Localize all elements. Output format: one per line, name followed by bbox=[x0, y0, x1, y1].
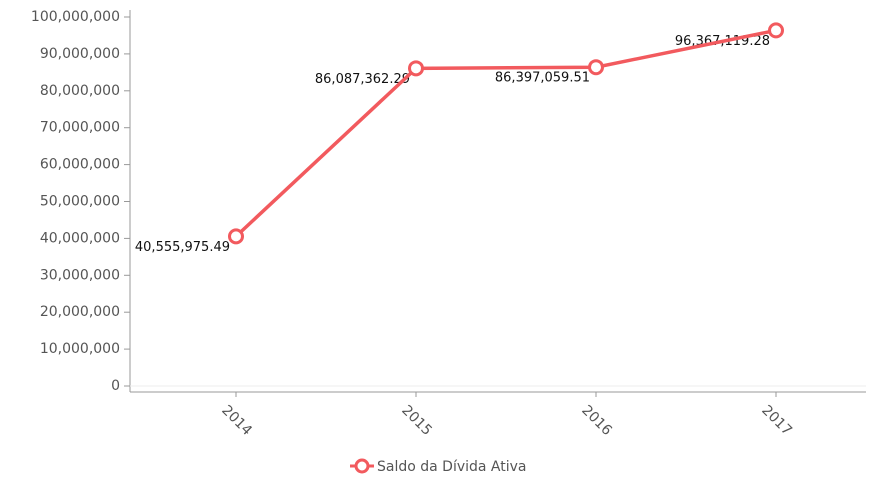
value-label: 86,087,362.29 bbox=[315, 72, 410, 87]
value-label: 40,555,975.49 bbox=[135, 240, 230, 255]
point bbox=[768, 22, 784, 39]
y-tick-label: 30,000,000 bbox=[40, 267, 120, 283]
y-tick-label: 100,000,000 bbox=[31, 9, 120, 25]
y-tick-label: 80,000,000 bbox=[40, 83, 120, 99]
legend-marker bbox=[354, 458, 370, 474]
y-tick-label: 50,000,000 bbox=[40, 194, 120, 210]
x-tick-label: 2017 bbox=[758, 402, 795, 439]
point bbox=[408, 60, 424, 77]
x-tick-label: 2014 bbox=[218, 402, 255, 439]
value-label: 86,397,059.51 bbox=[495, 71, 590, 86]
line bbox=[234, 28, 777, 238]
y-tick-label: 70,000,000 bbox=[40, 120, 120, 136]
y-tick-label: 90,000,000 bbox=[40, 46, 120, 62]
x-tick-label: 2015 bbox=[398, 402, 435, 439]
y-tick-label: 10,000,000 bbox=[40, 341, 120, 357]
point bbox=[588, 59, 604, 76]
legend-label: Saldo da Dívida Ativa bbox=[377, 459, 527, 475]
y-tick-label: 40,000,000 bbox=[40, 230, 120, 246]
point bbox=[228, 228, 244, 245]
x-tick-label: 2016 bbox=[578, 402, 615, 439]
y-tick-label: 0 bbox=[111, 378, 120, 394]
y-tick-label: 60,000,000 bbox=[40, 157, 120, 173]
y-tick-label: 20,000,000 bbox=[40, 304, 120, 320]
